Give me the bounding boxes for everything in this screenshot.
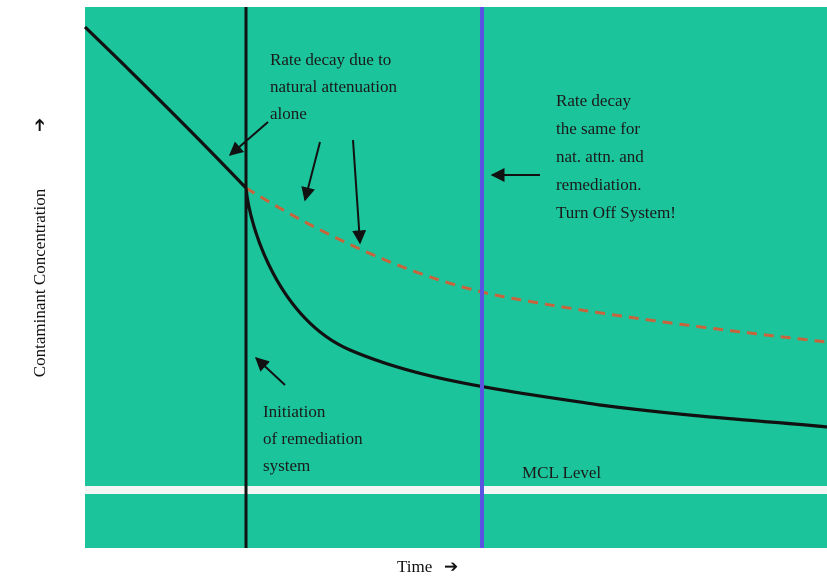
concentration-curve — [83, 25, 827, 429]
plot-background — [85, 7, 827, 548]
y-axis-arrow-icon: ➔ — [30, 118, 49, 132]
turn-off-label: Rate decay the same for nat. attn. and r… — [556, 91, 676, 222]
arrow-to-remediation-line — [254, 357, 286, 386]
initiation-label: Initiation of remediation system — [263, 402, 367, 475]
arrow-to-dashed-curve-1 — [301, 141, 321, 202]
y-axis-label: Contaminant Concentration — [30, 188, 49, 377]
natural-attenuation-curve — [245, 186, 827, 344]
x-axis-label: Time — [397, 557, 432, 576]
mcl-level-label: MCL Level — [522, 463, 601, 482]
arrow-to-dashed-curve-2 — [352, 139, 367, 245]
y-axis-label-group: Contaminant Concentration ➔ — [30, 118, 49, 377]
arrow-to-solid-curve — [228, 121, 269, 156]
natural-attenuation-label: Rate decay due to natural attenuation al… — [270, 50, 401, 123]
x-axis-arrow-icon: ➔ — [444, 557, 458, 576]
